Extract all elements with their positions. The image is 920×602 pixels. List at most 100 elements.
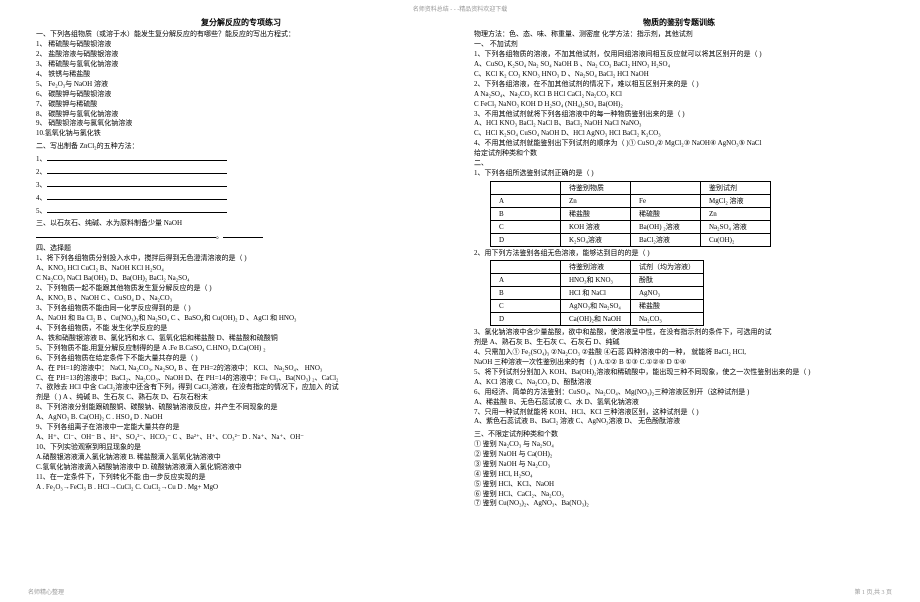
- text-line: 3、 稀硫酸与氢氧化钠溶液: [36, 60, 446, 69]
- table-cell: D: [491, 313, 561, 326]
- text-line: ② 鉴别 NaOH 与 Ca(OH)₂: [474, 450, 884, 459]
- text-line: A、在 PH=1的溶液中： NaCl, Na₂CO₃, Na₂SO₄ B 、在 …: [36, 364, 446, 373]
- text-line: A、AgNO₃ B. Ca(OH)₂ C . HSO₄ D . NaOH: [36, 413, 446, 422]
- table-2: 待鉴别溶液试剂（均为溶液）AHNO₃和 KNO₃酚酞BHCl 和 NaClAgN…: [490, 260, 704, 326]
- text-line: C.氢氧化钠溶液滴入硝酸钠溶液中 D. 硫酸钠溶液滴入氯化铜溶液中: [36, 463, 446, 472]
- table-cell: Zn: [701, 207, 771, 220]
- q4-title: 四、选择题: [36, 244, 446, 253]
- blank-row: 1、: [36, 152, 446, 164]
- text-line: C FeCl₃ NaNO₃ KOH D H₂SO₄ (NH₄)₂SO₄ Ba(O…: [474, 100, 884, 109]
- table-cell: BaCl₂溶液: [631, 233, 701, 246]
- text-line: 5、 Fe₂O₃与 NaOH 溶液: [36, 80, 446, 89]
- text-line: 1、 稀硫酸与硝酸钡溶液: [36, 40, 446, 49]
- text-line: 8、下列溶液分别能跟硫酸铜、碳酸钠、硫酸钠溶液反应，并产生不同现象的是: [36, 403, 446, 412]
- table-cell: KOH 溶液: [561, 220, 631, 233]
- blank-row: 2、: [36, 165, 446, 177]
- table-cell: Zn: [561, 194, 631, 207]
- text-line: 2、下列物质一起不能跟其他物质发生复分解反应的是（ ): [36, 284, 446, 293]
- text-line: 7、只用一种试剂就能将 KOH、HCl、KCl 三种溶液区别，这种试剂是（ ): [474, 408, 884, 417]
- text-line: A、H⁺、Cl⁻、OH⁻ B 、H⁺、SO₄²⁻、HCO₃⁻ C 、Ba²⁺、H…: [36, 433, 446, 442]
- table-cell: Ba(OH) ₂溶液: [631, 220, 701, 233]
- text-line: A . Fe₂O₃→FeCl₃ B . HCl→CuCl₂ C. CuCl₂→C…: [36, 483, 446, 492]
- text-line: NaOH 三种溶液一次性鉴别出来的有（ ) A.①② B ①③ C.①②④ D …: [474, 358, 884, 367]
- text-line: A、KCl 溶液 C、Na₂CO₃ D、酚酞溶液: [474, 378, 884, 387]
- text-line: ⑤ 鉴别 HCl、KCl、NaOH: [474, 480, 884, 489]
- text-line: 4、下列各组物质，不能 发生化学反应的是: [36, 324, 446, 333]
- text-line: A、铁和硝酸银溶液 B、氯化钙和水 C、氢氧化铝和稀盐酸 D、稀盐酸和硫酸铜: [36, 334, 446, 343]
- page-header: 名师资料总结 - - -精品资料欢迎下载: [0, 0, 920, 15]
- table-cell: A: [491, 274, 561, 287]
- table-cell: A: [491, 194, 561, 207]
- blank-row: 3、: [36, 178, 446, 190]
- text-line: 4、不用其他试剂就能鉴别出下列试剂的顺序为（ )① CuSO₄② MgCl₂③ …: [474, 139, 884, 148]
- table-header-cell: 鉴别试剂: [701, 181, 771, 194]
- text-line: C、KCl K₂ CO₃ KNO₃ HNO₃ D 、Na₂SO₄ BaCl₂ H…: [474, 70, 884, 79]
- text-line: 3、下列各组物质不能由同一化学反应得到的是（ ): [36, 304, 446, 313]
- table-cell: Fe: [631, 194, 701, 207]
- text-line: ⑦ 鉴别 Cu(NO₃)₂、AgNO₃、Ba(NO₃)₂: [474, 499, 884, 508]
- table-cell: Cu(OH)₂: [701, 233, 771, 246]
- text-line: 9、下列各组离子在溶液中一定能大量共存的是: [36, 423, 446, 432]
- text-line: 7、 碳酸钾与稀硫酸: [36, 100, 446, 109]
- table-cell: AgNO₃: [631, 287, 704, 300]
- table-1: 待鉴别物质鉴别试剂AZnFeMgCl₂ 溶液B稀盐酸稀硫酸ZnCKOH 溶液Ba…: [490, 181, 771, 247]
- text-line: 11、在一定条件下，下列转化不能 由一步反应实现的是: [36, 473, 446, 482]
- table-cell: HCl 和 NaCl: [561, 287, 631, 300]
- text-line: 剂是 A、熟石灰 B、生石灰 C、石灰石 D、纯碱: [474, 338, 884, 347]
- text-line: 6、用经济、简单的方法鉴别：CuSO₄、Na₂CO₄、Mg(NO₃)₂三种溶液区…: [474, 388, 884, 397]
- table-cell: 稀盐酸: [631, 300, 704, 313]
- left-column: 复分解反应的专项练习 一、下列各组物质（或溶于水）能发生复分解反应的有哪些？能反…: [28, 15, 460, 509]
- table-header-cell: 试剂（均为溶液）: [631, 261, 704, 274]
- text-line: A、NaOH 和 Ba Cl₂ B 、Cu(NO₃)₂和 Na₂SO₄ C 、B…: [36, 314, 446, 323]
- table-header-cell: [491, 181, 561, 194]
- text-line: C Na₂CO₃ NaCl Ba(OH)₂ D、Ba(OH)₂ BaCl₂ Na…: [36, 274, 446, 283]
- table-header-cell: 待鉴别物质: [561, 181, 631, 194]
- text-line: ① 鉴别 Na₂CO₃ 与 Na₂SO₄: [474, 440, 884, 449]
- table-cell: D: [491, 233, 561, 246]
- table-cell: B: [491, 287, 561, 300]
- q3-intro: 三、以石灰石、纯碱、水为原料制备少量 NaOH: [36, 219, 446, 228]
- text-line: ③ 鉴别 NaOH 与 Na₂CO₃: [474, 460, 884, 469]
- sec2-title: 二、: [474, 159, 884, 168]
- text-line: 7、欲除去 HCl 中含 CaCl₂溶液中还含有下列，得到 CaCl₂溶液，在没…: [36, 383, 446, 392]
- document-content: 复分解反应的专项练习 一、下列各组物质（或溶于水）能发生复分解反应的有哪些？能反…: [0, 15, 920, 509]
- text-line: 9、 硝酸钡溶液与氯氧化钠溶液: [36, 119, 446, 128]
- blank-row: 。: [36, 229, 446, 241]
- text-line: 4、 铁锈与稀盐酸: [36, 70, 446, 79]
- text-line: 2、下列各组溶液，在不加其他试剂的情况下，难以相互区别开来的是（ ): [474, 80, 884, 89]
- footer-right: 第 1 页,共 3 页: [854, 587, 892, 596]
- right-title: 物质的鉴别专题训练: [474, 17, 884, 28]
- text-line: 5、将下列试剂分别加入 KOH、Ba(OH)₂溶液和稀硫酸中，能出现三种不同现象…: [474, 368, 884, 377]
- blank-row: 4、: [36, 191, 446, 203]
- table-cell: Ca(OH)₂和 NaOH: [561, 313, 631, 326]
- sec2-q1: 1、下列各组所选鉴别试剂正确的是（ ): [474, 169, 884, 178]
- table-cell: Na₂CO₃: [631, 313, 704, 326]
- text-line: ⑥ 鉴别 HCl、CaCl₂、Na₂CO₃: [474, 490, 884, 499]
- sec1-title: 一、 不加试剂: [474, 40, 884, 49]
- table-header-cell: [491, 261, 561, 274]
- text-line: 10.氢氧化钠与氯化铁: [36, 129, 446, 138]
- table-cell: AgNO₃和 Na₂SO₄: [561, 300, 631, 313]
- blank-row: 5、: [36, 204, 446, 216]
- text-line: A、HCl KNO₃ BaCl₂ NaCl B、BaCl₂ NaOH NaCl …: [474, 119, 884, 128]
- text-line: A、CuSO₄ K₂SO₄ Na₂ SO₄ NaOH B 、Na₂ CO₃ Ba…: [474, 60, 884, 69]
- text-line: 4、只需加入① Fe₂(SO₄)₃ ②Na₂CO₃ ②盐酸 ④石蕊 四种溶液中的…: [474, 348, 884, 357]
- table-cell: B: [491, 207, 561, 220]
- text-line: A、KNO₃ HCl CuCl₂ B、NaOH KCl H₂SO₄: [36, 264, 446, 273]
- methods-line: 物理方法：色、态、味、称重量、测密度 化学方法：指示剂，其他试剂: [474, 30, 884, 39]
- text-line: 6、 碳酸钾与硝酸钡溶液: [36, 90, 446, 99]
- table-cell: 酚酞: [631, 274, 704, 287]
- table-cell: Na₂SO₄ 溶液: [701, 220, 771, 233]
- text-line: 给定试剂种类和个数: [474, 149, 884, 158]
- table-cell: MgCl₂ 溶液: [701, 194, 771, 207]
- text-line: 5、下列物质不能.用复分解反应制得的是 A .Fe B.CaSO₄ C.HNO₃…: [36, 344, 446, 353]
- table-cell: C: [491, 220, 561, 233]
- text-line: ④ 鉴别 HCl, H₂SO₄: [474, 470, 884, 479]
- text-line: 2、 盐酸溶液与硝酸银溶液: [36, 50, 446, 59]
- q2-intro: 二、写出制备 ZnCl₂的五种方法：: [36, 142, 446, 151]
- table-header-cell: [631, 181, 701, 194]
- text-line: 1、下列各组物质的溶液，不加其他试剂，仅用同组溶液间相互反应就可以将其区别开的是…: [474, 50, 884, 59]
- text-line: 剂是（ ) A 、纯碱 B、生石灰 C、熟石灰 D、石灰石粉末: [36, 393, 446, 402]
- text-line: A.硝酸银溶液滴入氯化钠溶液 B. 稀盐酸滴入氢氧化钠溶液中: [36, 453, 446, 462]
- table-cell: K₂SO₄溶液: [561, 233, 631, 246]
